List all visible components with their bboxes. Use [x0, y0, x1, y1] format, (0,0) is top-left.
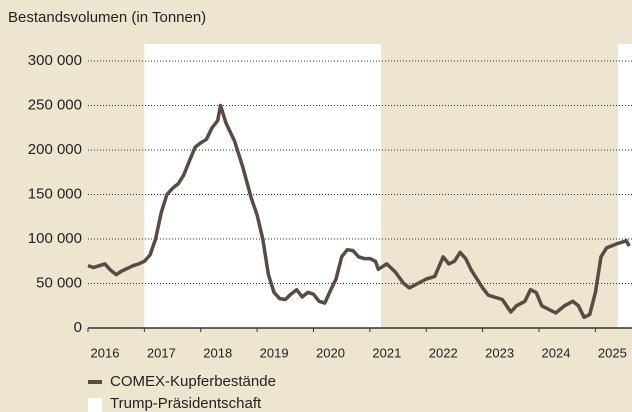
x-tick-label: 2023	[485, 345, 514, 360]
y-tick-label: 0	[74, 319, 82, 336]
legend-label: COMEX-Kupferbestände	[110, 373, 276, 390]
y-tick-label: 50 000	[36, 274, 82, 291]
y-tick-label: 100 000	[28, 230, 82, 247]
shaded-period	[144, 44, 382, 328]
x-tick-label: 2018	[203, 345, 232, 360]
y-tick-label: 150 000	[28, 185, 82, 202]
x-tick-label: 2024	[542, 345, 571, 360]
y-tick-label: 200 000	[28, 141, 82, 158]
x-tick-label: 2016	[91, 345, 120, 360]
chart-subtitle: Bestandsvolumen (in Tonnen)	[8, 9, 206, 26]
y-tick-label: 300 000	[28, 52, 82, 69]
legend-label: Trump-Präsidentschaft	[110, 395, 262, 412]
shaded-period	[617, 44, 632, 328]
x-tick-label: 2022	[429, 345, 458, 360]
y-tick-label: 250 000	[28, 96, 82, 113]
data-line	[87, 103, 631, 320]
x-tick-label: 2025	[598, 345, 627, 360]
x-tick-label: 2021	[372, 345, 401, 360]
x-tick-label: 2020	[316, 345, 345, 360]
legend-swatch	[88, 398, 102, 412]
x-tick-label: 2017	[147, 345, 176, 360]
x-tick-label: 2019	[260, 345, 289, 360]
